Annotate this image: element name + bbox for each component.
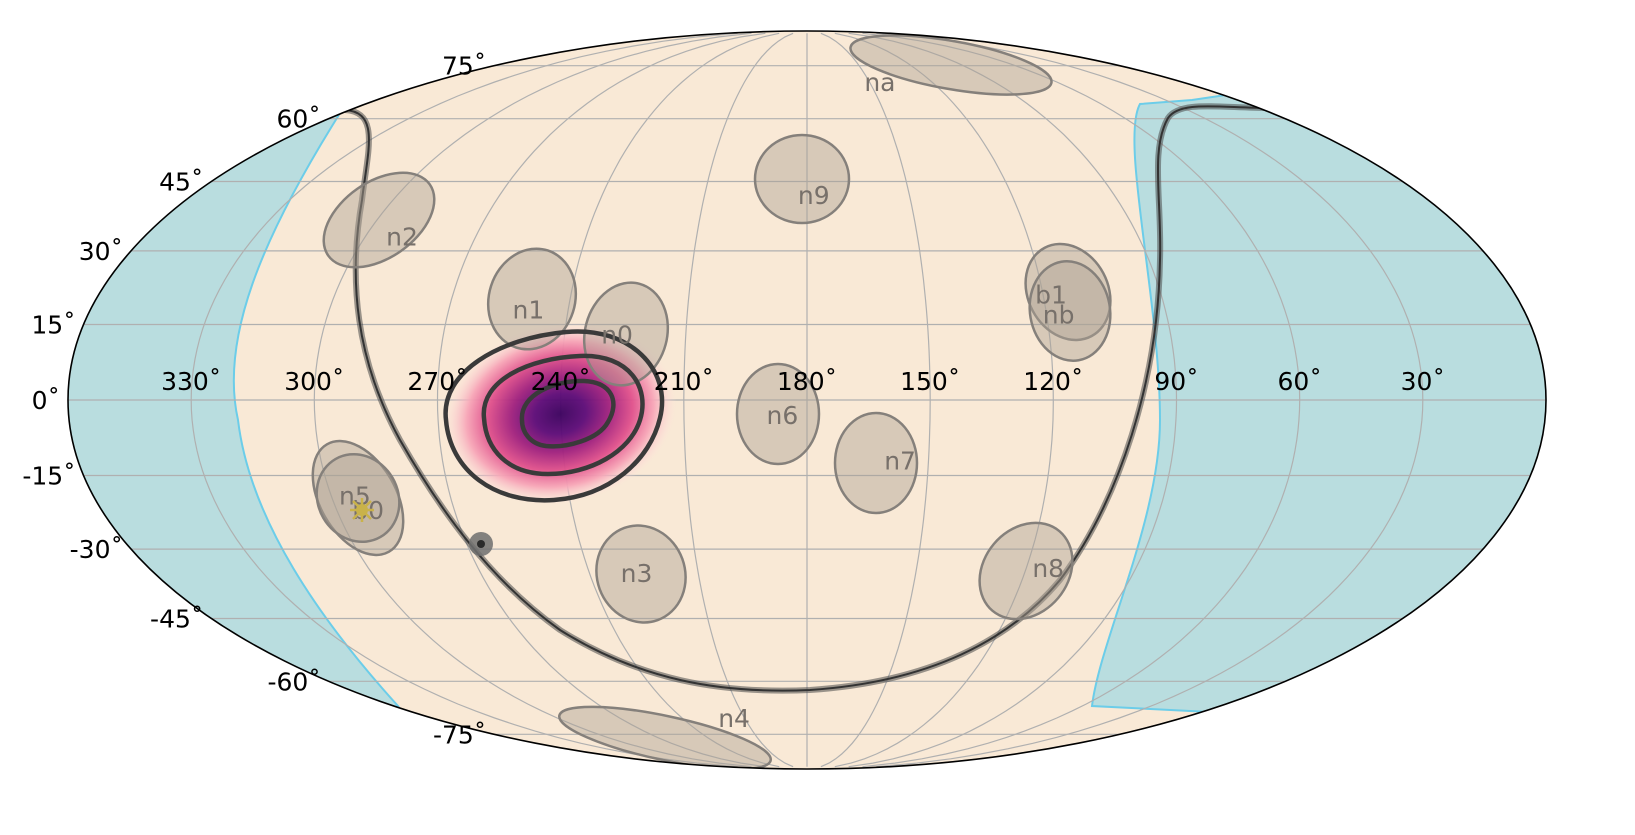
latitude-label: -60˚ (267, 667, 320, 696)
region-label-n9: n9 (798, 181, 830, 210)
region-label-n3: n3 (621, 559, 653, 588)
marker-star (350, 498, 374, 522)
region-label-n1: n1 (513, 296, 545, 325)
region-n4 (558, 705, 772, 769)
latitude-label: 30˚ (79, 237, 123, 266)
longitude-label: 270˚ (407, 367, 467, 396)
region-label-na: na (864, 68, 895, 97)
map-boundary (67, 30, 1547, 770)
latitude-labels: 75˚ 60˚ 45˚ 30˚ 15˚ 0˚ -15˚ -30˚ -45˚ -60˚ -75˚ (22, 52, 486, 750)
region-label-n6: n6 (767, 401, 799, 430)
latitude-label: -75˚ (433, 720, 486, 749)
longitude-label: 300˚ (284, 367, 344, 396)
longitude-label: 30˚ (1401, 367, 1445, 396)
graticule-meridian (190, 32, 738, 768)
graticule-meridian (834, 32, 1054, 768)
region-n8 (978, 521, 1074, 621)
longitude-label: 210˚ (654, 367, 714, 396)
region-na (849, 34, 1053, 96)
graticule-meridian (862, 32, 1301, 768)
longitude-label: 150˚ (900, 367, 960, 396)
latitude-label: 15˚ (31, 311, 75, 340)
region-n2 (322, 171, 436, 269)
region-n6 (735, 362, 821, 466)
contour-10 (519, 378, 616, 449)
contour-50 (481, 353, 645, 477)
region-n7 (833, 411, 919, 515)
region-label-n4: n4 (718, 704, 750, 733)
longitude-label: 90˚ (1154, 367, 1198, 396)
longitude-labels: 330˚ 300˚ 270˚ 240˚ 210˚ 180˚ 150˚ 120˚ 90˚ 60˚ 30… (161, 367, 1445, 396)
graticule-meridian (876, 32, 1424, 768)
region-n9 (753, 133, 851, 225)
region-b0 (315, 452, 401, 544)
graticule-meridian (436, 32, 766, 768)
latitude-label: 0˚ (32, 386, 60, 415)
latitude-label: -15˚ (22, 462, 75, 491)
graticule-meridian (683, 32, 794, 768)
latitude-label: -45˚ (150, 605, 203, 634)
region-label-nb: nb (1043, 301, 1075, 330)
marker-dot (469, 532, 493, 556)
latitude-label: -30˚ (70, 535, 123, 564)
galactic-plane-core (344, 105, 1271, 692)
latitude-label: 75˚ (442, 52, 486, 81)
region-label-n0: n0 (601, 321, 633, 350)
region-label-n8: n8 (1032, 554, 1064, 583)
region-label-n7: n7 (884, 447, 916, 476)
longitude-label: 330˚ (161, 367, 221, 396)
latitude-label: 60˚ (276, 105, 320, 134)
region-n3 (595, 524, 687, 624)
longitude-label: 60˚ (1278, 367, 1322, 396)
latitude-label: 45˚ (159, 168, 203, 197)
graticule-meridian (848, 32, 1178, 768)
longitude-label: 240˚ (531, 367, 591, 396)
longitude-label: 120˚ (1023, 367, 1083, 396)
region-label-n2: n2 (386, 223, 418, 252)
region-n1 (486, 247, 578, 351)
graticule-meridian (313, 32, 752, 768)
region-nb (1028, 260, 1112, 362)
region-label-b1: b1 (1035, 281, 1067, 310)
contour-90 (443, 329, 665, 503)
longitude-label: 180˚ (777, 367, 837, 396)
region-n5 (311, 439, 405, 557)
